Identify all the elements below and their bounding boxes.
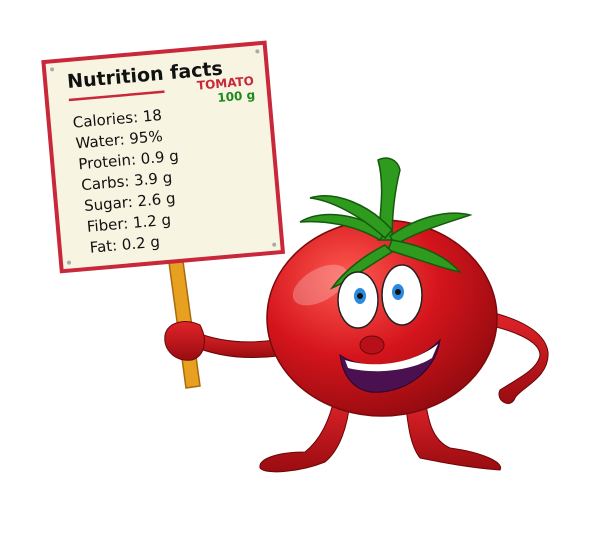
right-arm <box>487 311 549 404</box>
legs <box>259 394 502 473</box>
sign-stick <box>167 253 201 389</box>
tomato-stem <box>299 157 473 290</box>
left-hand <box>164 321 205 361</box>
tomato-face <box>337 264 441 393</box>
sign-product: TOMATO <box>196 74 254 93</box>
nutrition-sign: Nutrition facts TOMATO 100 g Calories: 1… <box>41 40 286 274</box>
sign-serving: 100 g <box>217 88 256 105</box>
